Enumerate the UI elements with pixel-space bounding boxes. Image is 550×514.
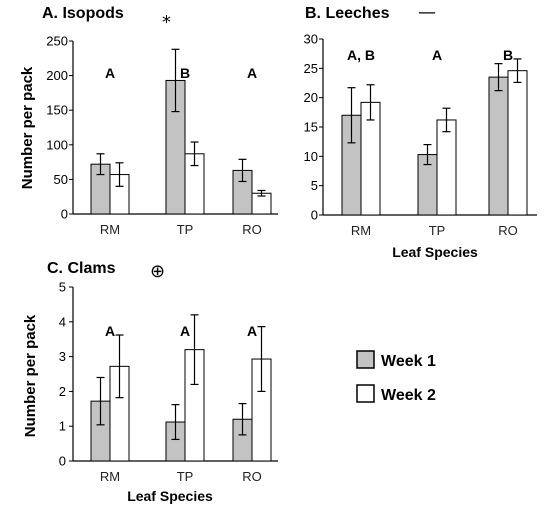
x-category-label: RO <box>242 469 262 484</box>
panel-c-y-axis-title: Number per pack <box>22 314 39 437</box>
y-tick-label: 100 <box>46 137 68 152</box>
panel-leeches: B. Leeches — Leaf Species 0 5 10 15 20 25 30 RM… <box>304 2 537 260</box>
significance-letter: A <box>247 65 257 81</box>
y-tick-label: 10 <box>304 149 318 164</box>
y-tick-label: 200 <box>46 68 68 83</box>
panel-c-title: C. Clams <box>47 260 116 277</box>
bar-week-1 <box>488 76 509 216</box>
panel-b-plot: 0 5 10 15 20 25 30 RM A, B TP A RO B <box>304 32 537 238</box>
y-tick-label: 20 <box>304 90 318 105</box>
y-tick-label: 0 <box>61 207 68 222</box>
x-category-label: RO <box>242 222 262 237</box>
x-category-label: RO <box>498 223 518 238</box>
significance-letter: A <box>432 47 442 63</box>
legend-swatch-week-1 <box>356 350 375 369</box>
y-tick-label: 3 <box>59 349 66 364</box>
significance-letter: B <box>180 65 190 81</box>
bar-week-2 <box>436 119 457 216</box>
y-tick-label: 150 <box>46 103 68 118</box>
panel-a-plot: 0 50 100 150 200 250 RM A TP B RO A <box>46 34 278 237</box>
y-tick-label: 50 <box>54 172 68 187</box>
panel-isopods: A. Isopods * Number per pack 0 50 100 150 20… <box>19 5 278 237</box>
y-tick-label: 0 <box>311 208 318 223</box>
panel-clams: C. Clams ⊕ Number per pack Leaf Species … <box>22 260 278 504</box>
panel-c-x-axis-title: Leaf Species <box>127 488 213 504</box>
y-tick-label: 250 <box>46 34 68 49</box>
y-tick-label: 0 <box>59 454 66 469</box>
significance-letter: A <box>247 323 257 339</box>
x-category-label: RM <box>100 222 120 237</box>
y-tick-label: 25 <box>304 61 318 76</box>
panel-b-symbol: — <box>418 2 436 23</box>
x-category-label: RM <box>351 223 371 238</box>
panel-a-title: A. Isopods <box>42 5 124 22</box>
panel-a-symbol: * <box>162 12 171 33</box>
significance-letter: B <box>503 47 513 63</box>
bar-week-2 <box>507 70 528 216</box>
significance-letter: A <box>180 323 190 339</box>
legend-swatch-week-2 <box>356 384 375 403</box>
significance-letter: A <box>105 323 115 339</box>
y-tick-label: 2 <box>59 384 66 399</box>
x-category-label: TP <box>177 222 194 237</box>
legend: Week 1 Week 2 <box>356 350 436 404</box>
panel-b-title: B. Leeches <box>305 5 390 22</box>
x-category-label: TP <box>429 223 446 238</box>
y-tick-label: 30 <box>304 32 318 47</box>
x-category-label: RM <box>100 469 120 484</box>
y-tick-label: 1 <box>59 419 66 434</box>
panel-c-symbol: ⊕ <box>150 261 165 282</box>
panel-a-y-axis-title: Number per pack <box>19 66 36 189</box>
y-tick-label: 15 <box>304 120 318 135</box>
significance-letter: A, B <box>347 47 375 63</box>
panel-b-x-axis-title: Leaf Species <box>392 244 478 260</box>
panel-c-plot: 0 1 2 3 4 5 RM A TP A RO A <box>59 280 278 484</box>
legend-label-week-1: Week 1 <box>381 353 436 370</box>
legend-label-week-2: Week 2 <box>381 387 436 404</box>
x-category-label: TP <box>177 469 194 484</box>
significance-letter: A <box>105 65 115 81</box>
y-tick-label: 4 <box>59 314 66 329</box>
y-tick-label: 5 <box>59 280 66 295</box>
y-tick-label: 5 <box>311 178 318 193</box>
